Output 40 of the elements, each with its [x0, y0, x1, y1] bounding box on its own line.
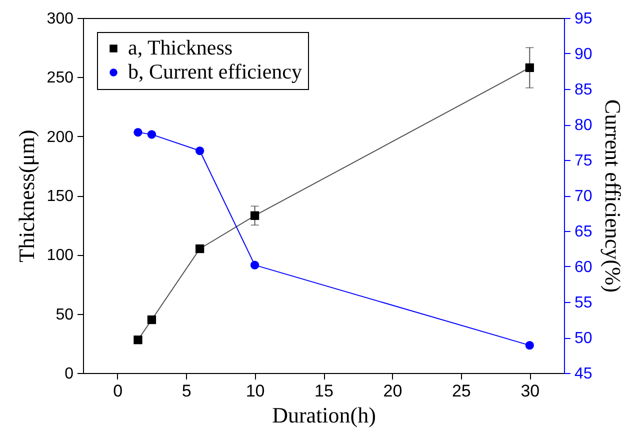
- legend-label: b, Current efficiency: [128, 60, 302, 84]
- x-tick-label: 10: [246, 382, 265, 400]
- y2-tick-label: 90: [574, 46, 592, 63]
- y2-tick-label: 55: [574, 294, 592, 312]
- x-axis-title: Duration(h): [272, 402, 376, 428]
- point: [525, 63, 534, 72]
- point: [250, 260, 260, 270]
- y2-tick-label: 45: [574, 366, 592, 382]
- y2-axis-title: Current efficiency(%): [600, 99, 626, 293]
- x-tick-label: 15: [314, 382, 334, 400]
- point: [134, 128, 142, 137]
- y-axis-title: Thickness(μm): [14, 130, 39, 262]
- point: [195, 244, 204, 254]
- y-tick-label: 0: [64, 366, 74, 382]
- x-tick-label: 30: [520, 382, 540, 400]
- point: [147, 315, 156, 324]
- y-tick-label: 150: [46, 188, 74, 205]
- point: [147, 130, 156, 139]
- y2-tick-label: 65: [574, 224, 592, 240]
- y2-tick-label: 75: [574, 152, 592, 170]
- y-tick-label: 200: [46, 128, 74, 146]
- y2-tick-label: 80: [574, 117, 592, 134]
- y2-tick-label: 95: [574, 10, 592, 28]
- x-tick-label: 20: [383, 382, 402, 400]
- point: [525, 340, 534, 350]
- y-tick-label: 50: [56, 306, 74, 324]
- x-tick-label: 25: [452, 382, 471, 400]
- y2-tick-label: 60: [574, 259, 592, 276]
- y-tick-label: 100: [46, 247, 74, 264]
- y2-tick-label: 50: [574, 330, 592, 347]
- point: [250, 211, 260, 220]
- point: [134, 336, 142, 344]
- x-tick-label: 0: [113, 382, 123, 400]
- y-tick-label: 300: [46, 10, 74, 28]
- x-tick-label: 5: [182, 382, 192, 400]
- y2-tick-label: 70: [574, 188, 592, 205]
- point: [195, 146, 204, 156]
- legend-label: a, Thickness: [128, 36, 233, 60]
- y2-tick-label: 85: [574, 82, 592, 98]
- y-tick-label: 250: [46, 70, 74, 87]
